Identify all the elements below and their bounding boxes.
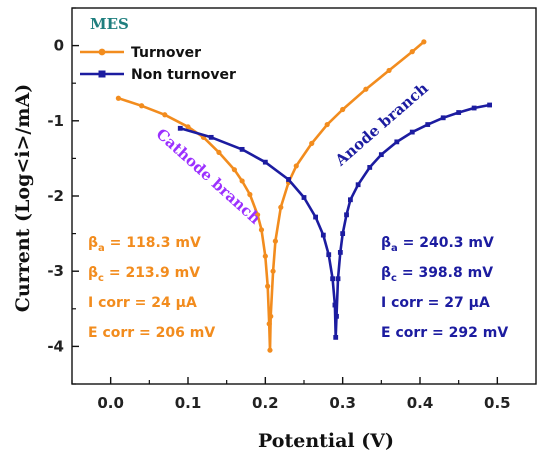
data-point [471,105,477,111]
data-point [355,182,361,188]
data-point [440,115,446,121]
data-point [348,197,353,203]
y-tick-label: -1 [47,112,64,130]
data-point [340,231,346,236]
data-point [409,49,415,55]
series-layer [115,39,492,353]
data-point [239,146,245,152]
series-line [179,103,490,339]
data-point [286,177,291,182]
legend-marker [98,48,106,56]
x-tick-label: 0.3 [329,394,356,412]
data-point [313,214,318,220]
data-point [270,268,276,274]
x-axis-title: Potential (V) [258,430,394,452]
data-point [324,121,330,128]
data-point [335,276,341,282]
data-point [177,125,183,131]
nonturnover-parameters: βa = 240.3 mV βc = 398.8 mV I corr = 27 μA… [381,235,508,341]
data-point [139,103,145,109]
data-point [367,165,373,170]
data-point [330,276,336,282]
data-point [301,195,307,200]
parameter-line: I corr = 27 μA [381,295,490,311]
x-tick-label: 0.4 [407,394,434,412]
legend-label: Turnover [131,45,201,61]
data-point [162,112,168,118]
data-point [425,122,431,127]
series-turnover [115,39,427,353]
data-point [293,163,299,169]
data-point [378,152,384,158]
data-point [208,134,214,140]
data-point [239,178,245,184]
data-point [340,106,346,113]
y-tick-label: -4 [47,337,64,355]
legend: Turnover Non turnover [80,45,236,83]
data-point [344,212,349,218]
data-point [337,250,343,255]
data-point [216,149,222,155]
data-point [266,321,272,327]
data-point [262,159,268,165]
series-line [117,40,425,352]
data-point [409,129,415,135]
turnover-parameters: βa = 118.3 mV βc = 213.9 mV I corr = 24 μA… [88,235,215,341]
x-tick-label: 0.2 [252,394,279,412]
data-point [268,313,274,319]
data-point [247,191,253,198]
y-tick-label: -3 [47,262,64,280]
data-point [394,139,400,145]
data-point [363,86,369,92]
data-point [272,238,278,244]
parameter-line: βa = 118.3 mV [88,235,201,254]
legend-marker [98,70,106,78]
data-point [320,232,326,238]
data-point [185,124,191,130]
data-point [309,140,315,146]
data-point [278,204,284,210]
data-point [262,253,268,259]
parameter-line: I corr = 24 μA [88,295,197,311]
chart-title: MES [90,15,129,33]
data-point [456,110,462,115]
parameter-line: βc = 213.9 mV [88,265,200,284]
data-point [231,167,237,173]
data-point [332,302,338,308]
y-axis-title: Current (Log<i>/mA) [12,84,34,312]
y-tick-label: 0 [54,37,64,55]
axis-ticks: 0.0 0.1 0.2 0.3 0.4 0.5 0 -1 -2 -3 -4 [47,7,511,412]
data-point [255,212,261,218]
data-point [265,283,271,289]
legend-label: Non turnover [131,67,236,83]
data-point [334,313,339,319]
data-point [487,102,492,108]
x-tick-label: 0.0 [97,394,124,412]
x-tick-label: 0.1 [175,394,202,412]
x-tick-label: 0.5 [484,394,511,412]
data-point [333,334,339,340]
data-point [258,227,265,233]
parameter-line: βc = 398.8 mV [381,265,493,284]
series-nonturnover [177,102,492,340]
y-tick-label: -2 [47,187,64,205]
data-point [326,252,332,258]
parameter-line: E corr = 292 mV [381,325,508,341]
data-point [421,39,427,45]
parameter-line: βa = 240.3 mV [381,235,494,254]
data-point [386,67,392,74]
data-point [267,347,273,353]
parameter-line: E corr = 206 mV [88,325,215,341]
data-point [115,95,121,101]
